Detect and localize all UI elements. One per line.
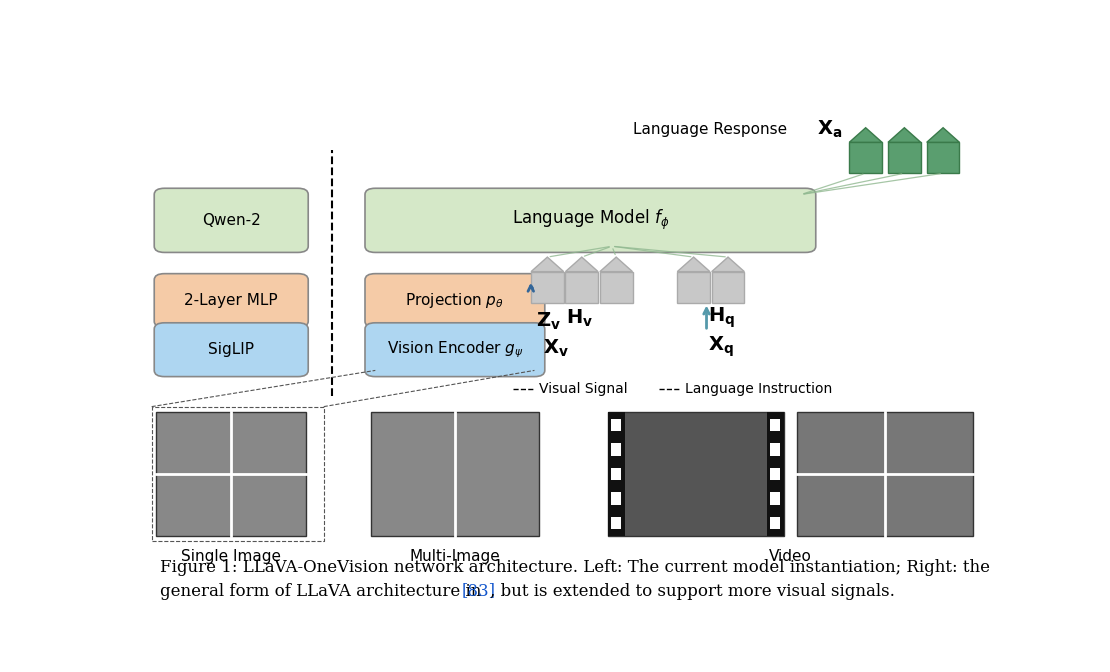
Polygon shape bbox=[599, 257, 633, 271]
Text: $\mathbf{H}_\mathbf{v}$: $\mathbf{H}_\mathbf{v}$ bbox=[566, 308, 594, 329]
Polygon shape bbox=[888, 128, 920, 142]
Bar bbox=[610, 419, 622, 431]
FancyBboxPatch shape bbox=[927, 142, 959, 173]
Bar bbox=[610, 493, 622, 505]
FancyBboxPatch shape bbox=[365, 323, 545, 376]
Text: Qwen-2: Qwen-2 bbox=[202, 213, 261, 228]
FancyBboxPatch shape bbox=[677, 271, 710, 302]
FancyBboxPatch shape bbox=[154, 323, 309, 376]
Polygon shape bbox=[565, 257, 598, 271]
FancyBboxPatch shape bbox=[599, 271, 633, 302]
Bar bbox=[770, 493, 780, 505]
Text: $\mathbf{X}_\mathbf{v}$: $\mathbf{X}_\mathbf{v}$ bbox=[543, 338, 569, 359]
Text: Figure 1: LLaVA-OneVision network architecture. Left: The current model instanti: Figure 1: LLaVA-OneVision network archit… bbox=[160, 559, 990, 577]
Text: $\mathbf{H}_\mathbf{q}$: $\mathbf{H}_\mathbf{q}$ bbox=[708, 305, 735, 330]
Polygon shape bbox=[531, 257, 564, 271]
Polygon shape bbox=[677, 257, 710, 271]
Bar bbox=[770, 443, 780, 456]
Bar bbox=[770, 468, 780, 480]
FancyBboxPatch shape bbox=[888, 142, 920, 173]
Bar bbox=[770, 419, 780, 431]
Bar bbox=[610, 517, 622, 530]
FancyBboxPatch shape bbox=[712, 271, 745, 302]
Bar bbox=[607, 412, 784, 536]
Bar bbox=[371, 412, 538, 536]
Polygon shape bbox=[849, 128, 882, 142]
Text: Video: Video bbox=[769, 549, 811, 564]
Bar bbox=[767, 412, 784, 536]
FancyBboxPatch shape bbox=[154, 274, 309, 327]
Text: Language Model $f_{\phi}$: Language Model $f_{\phi}$ bbox=[512, 208, 669, 233]
Text: SigLIP: SigLIP bbox=[209, 342, 254, 358]
Text: Single Image: Single Image bbox=[181, 549, 281, 564]
Text: general form of LLaVA architecture in: general form of LLaVA architecture in bbox=[160, 583, 487, 599]
FancyBboxPatch shape bbox=[849, 142, 882, 173]
Polygon shape bbox=[927, 128, 959, 142]
FancyBboxPatch shape bbox=[565, 271, 598, 302]
Bar bbox=[155, 412, 306, 536]
Text: 2-Layer MLP: 2-Layer MLP bbox=[184, 293, 278, 308]
Bar bbox=[610, 443, 622, 456]
Text: Language Response: Language Response bbox=[634, 122, 787, 137]
Text: Language Instruction: Language Instruction bbox=[685, 382, 832, 396]
Text: Visual Signal: Visual Signal bbox=[538, 382, 627, 396]
Bar bbox=[797, 412, 973, 536]
Bar bbox=[770, 517, 780, 530]
Text: , but is extended to support more visual signals.: , but is extended to support more visual… bbox=[490, 583, 895, 599]
FancyBboxPatch shape bbox=[365, 188, 816, 253]
Text: $\mathbf{Z}_\mathbf{v}$: $\mathbf{Z}_\mathbf{v}$ bbox=[536, 310, 562, 332]
FancyBboxPatch shape bbox=[154, 188, 309, 253]
Text: Projection $p_{\theta}$: Projection $p_{\theta}$ bbox=[405, 291, 504, 310]
Text: [83]: [83] bbox=[462, 583, 495, 599]
Text: Vision Encoder $g_{\psi}$: Vision Encoder $g_{\psi}$ bbox=[386, 339, 523, 360]
FancyBboxPatch shape bbox=[365, 274, 545, 327]
Text: $\mathbf{X}_\mathbf{q}$: $\mathbf{X}_\mathbf{q}$ bbox=[708, 335, 734, 360]
Text: Multi-Image: Multi-Image bbox=[410, 549, 501, 564]
Bar bbox=[607, 412, 625, 536]
Text: $\mathbf{X}_\mathbf{a}$: $\mathbf{X}_\mathbf{a}$ bbox=[817, 119, 842, 140]
Bar bbox=[610, 468, 622, 480]
Polygon shape bbox=[712, 257, 745, 271]
FancyBboxPatch shape bbox=[531, 271, 564, 302]
